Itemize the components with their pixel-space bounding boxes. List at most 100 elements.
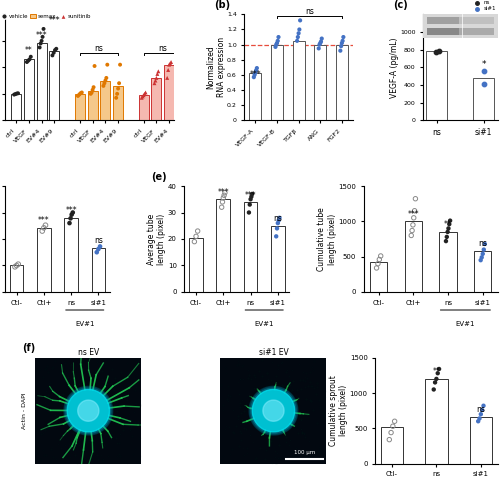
- Bar: [292, 41, 304, 120]
- Point: [90, 415, 98, 423]
- Point: [129, 450, 137, 458]
- Point: [435, 365, 443, 373]
- Point: [246, 371, 254, 379]
- Point: [218, 198, 226, 206]
- Point: [60, 372, 68, 380]
- Point: [319, 455, 327, 462]
- Point: [336, 47, 344, 54]
- Text: **: **: [432, 367, 440, 376]
- Bar: [164, 65, 174, 120]
- Point: [61, 441, 69, 449]
- Point: [236, 427, 244, 435]
- Point: [93, 249, 101, 256]
- Polygon shape: [78, 400, 99, 421]
- Point: [273, 39, 281, 47]
- Text: ***: ***: [218, 188, 229, 197]
- Point: [38, 402, 46, 409]
- Point: [116, 61, 124, 68]
- Bar: [474, 251, 492, 292]
- Point: [126, 402, 134, 410]
- Point: [94, 245, 102, 253]
- Point: [136, 434, 144, 442]
- Point: [273, 449, 281, 456]
- Point: [150, 79, 158, 87]
- Point: [308, 382, 316, 390]
- Point: [134, 358, 142, 366]
- Point: [300, 383, 308, 391]
- Point: [229, 428, 237, 435]
- Point: [137, 401, 145, 409]
- Point: [303, 374, 311, 382]
- Point: [92, 408, 100, 415]
- Point: [270, 447, 278, 455]
- Point: [101, 400, 109, 407]
- Point: [42, 364, 50, 372]
- Point: [217, 356, 225, 363]
- Point: [268, 423, 276, 431]
- Point: [86, 385, 94, 393]
- Point: [294, 429, 302, 437]
- Point: [316, 403, 324, 411]
- Point: [302, 433, 310, 441]
- Point: [263, 393, 271, 401]
- Point: [76, 434, 84, 441]
- Point: [286, 436, 294, 444]
- Polygon shape: [249, 386, 298, 435]
- Point: [314, 447, 322, 455]
- Bar: [36, 43, 46, 120]
- Point: [106, 410, 114, 417]
- Point: [286, 381, 294, 389]
- Bar: [336, 44, 348, 120]
- Point: [268, 358, 276, 365]
- Point: [66, 393, 74, 401]
- Point: [226, 392, 234, 400]
- Point: [100, 457, 108, 465]
- Bar: [473, 78, 494, 120]
- Point: [79, 429, 87, 436]
- Point: [46, 405, 54, 413]
- Point: [122, 359, 130, 367]
- Point: [430, 386, 438, 393]
- Point: [306, 448, 314, 456]
- Point: [104, 61, 112, 68]
- Point: [312, 383, 320, 391]
- Point: [235, 360, 243, 368]
- Point: [244, 374, 252, 382]
- Point: [48, 443, 56, 451]
- Legend: ns, si#1: ns, si#1: [470, 0, 498, 13]
- Point: [274, 37, 281, 44]
- Point: [372, 264, 380, 272]
- Point: [313, 420, 321, 427]
- Point: [66, 215, 74, 222]
- Point: [320, 393, 328, 401]
- Point: [412, 195, 420, 203]
- Text: (c): (c): [394, 0, 408, 10]
- Point: [297, 425, 305, 433]
- Point: [41, 426, 49, 434]
- Point: [228, 406, 236, 414]
- Point: [317, 449, 325, 457]
- Point: [138, 94, 145, 102]
- Point: [338, 39, 346, 47]
- Point: [222, 395, 230, 403]
- Point: [246, 431, 254, 439]
- Point: [101, 443, 109, 450]
- Point: [50, 453, 58, 461]
- Bar: [440, 232, 456, 292]
- Point: [62, 421, 70, 429]
- Point: [220, 192, 228, 199]
- Point: [245, 209, 253, 217]
- Point: [302, 369, 310, 377]
- Point: [90, 62, 98, 70]
- Point: [26, 55, 34, 63]
- Point: [94, 420, 102, 427]
- Point: [46, 457, 54, 465]
- Point: [249, 438, 257, 446]
- Point: [234, 412, 242, 420]
- Bar: [470, 417, 492, 464]
- Point: [234, 357, 242, 365]
- Point: [165, 61, 173, 68]
- Point: [233, 456, 241, 464]
- Point: [131, 365, 139, 373]
- Point: [58, 390, 66, 398]
